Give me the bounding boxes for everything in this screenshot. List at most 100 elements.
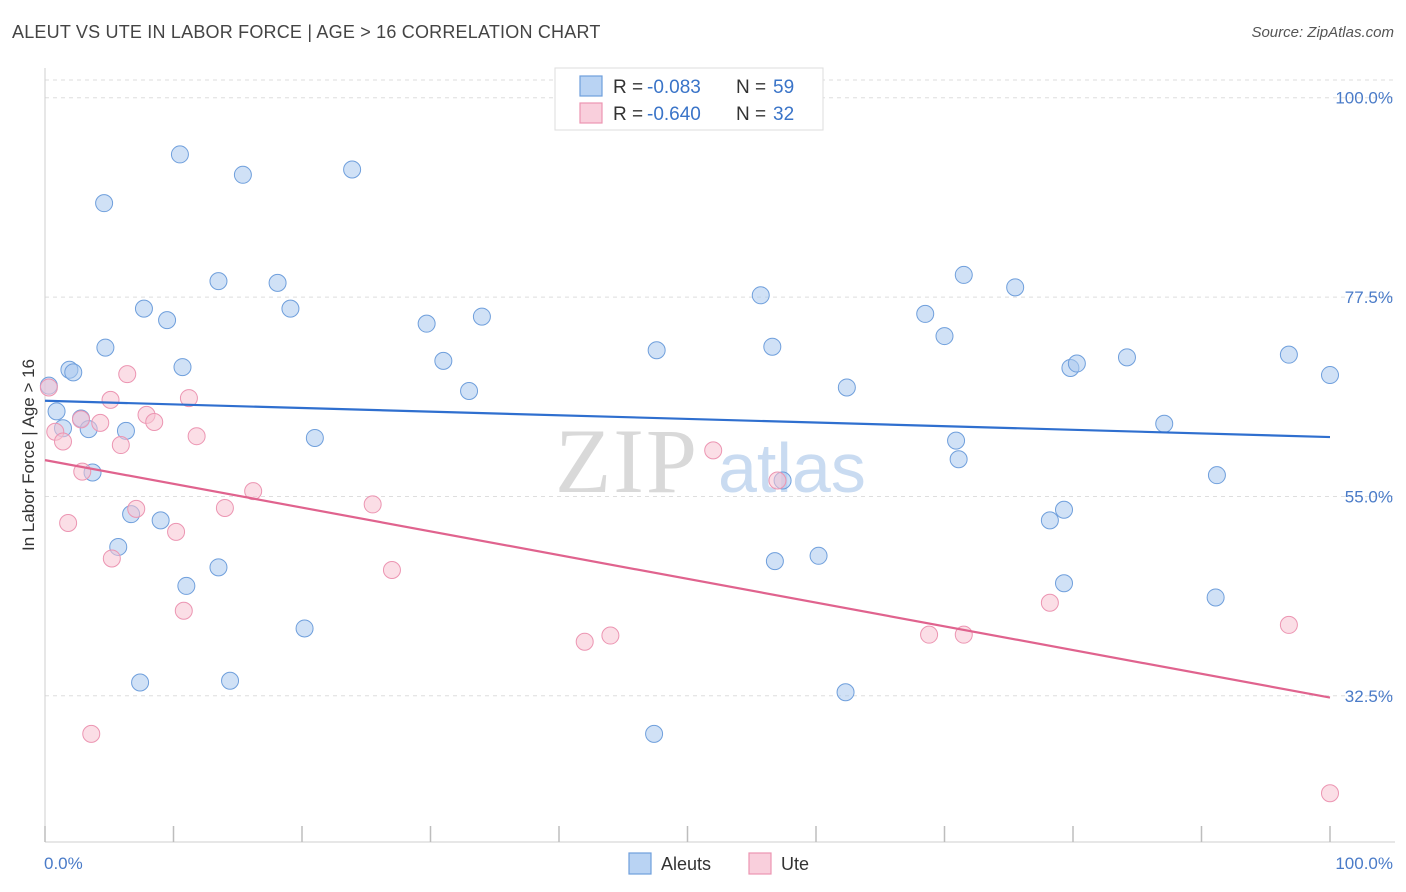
point-ute-31 bbox=[1321, 784, 1339, 803]
point-aleuts-55 bbox=[1206, 588, 1225, 607]
legend-label-ute: Ute bbox=[781, 854, 809, 874]
point-ute-8 bbox=[101, 390, 120, 409]
point-aleuts-28 bbox=[343, 160, 362, 179]
stats-swatch-ute bbox=[579, 102, 603, 124]
point-aleuts-21 bbox=[209, 272, 228, 291]
legend: Aleuts Ute bbox=[628, 852, 809, 875]
x-tick-label-start: 0.0% bbox=[44, 854, 83, 873]
point-ute-4 bbox=[71, 410, 90, 429]
trend-line-ute bbox=[44, 459, 1331, 699]
stats-n-value-ute: 32 bbox=[773, 104, 794, 125]
watermark: ZIP atlas bbox=[555, 410, 866, 512]
point-aleuts-50 bbox=[1055, 574, 1074, 593]
point-ute-6 bbox=[82, 724, 101, 743]
stats-r-value-aleuts: -0.083 bbox=[647, 77, 701, 98]
point-aleuts-53 bbox=[1117, 348, 1136, 367]
stats-n-label-aleuts: N = bbox=[736, 77, 766, 98]
x-tick-label-end: 100.0% bbox=[1335, 854, 1393, 873]
point-aleuts-19 bbox=[177, 576, 196, 595]
point-ute-25 bbox=[704, 441, 723, 460]
point-aleuts-44 bbox=[947, 431, 966, 450]
series-ute bbox=[39, 365, 1339, 803]
point-aleuts-1 bbox=[47, 402, 66, 421]
stats-r-value-ute: -0.640 bbox=[647, 104, 701, 125]
point-aleuts-46 bbox=[954, 265, 973, 284]
point-ute-26 bbox=[768, 471, 787, 490]
point-aleuts-33 bbox=[647, 341, 666, 360]
point-ute-18 bbox=[187, 427, 206, 446]
point-ute-29 bbox=[1040, 593, 1059, 612]
point-aleuts-54 bbox=[1155, 414, 1174, 433]
point-aleuts-17 bbox=[173, 358, 192, 377]
point-aleuts-14 bbox=[134, 299, 153, 318]
point-aleuts-16 bbox=[158, 311, 177, 330]
point-ute-2 bbox=[53, 432, 72, 451]
y-tick-label-2: 77.5% bbox=[1345, 288, 1393, 307]
data-points bbox=[39, 145, 1339, 803]
point-aleuts-47 bbox=[1006, 278, 1025, 297]
y-axis-label: In Labor Force | Age > 16 bbox=[19, 359, 38, 551]
point-aleuts-20 bbox=[209, 558, 228, 577]
point-aleuts-40 bbox=[836, 683, 855, 702]
point-aleuts-29 bbox=[417, 314, 436, 333]
point-ute-23 bbox=[575, 632, 594, 651]
legend-swatch-aleuts bbox=[628, 852, 652, 875]
point-ute-3 bbox=[59, 514, 78, 533]
stats-n-label-ute: N = bbox=[736, 104, 766, 125]
chart-title: ALEUT VS UTE IN LABOR FORCE | AGE > 16 C… bbox=[12, 22, 601, 42]
point-aleuts-42 bbox=[916, 304, 935, 323]
point-aleuts-36 bbox=[763, 337, 782, 356]
point-ute-11 bbox=[118, 365, 137, 384]
point-aleuts-8 bbox=[95, 194, 114, 213]
point-aleuts-58 bbox=[1321, 366, 1339, 385]
point-ute-30 bbox=[1279, 615, 1298, 634]
watermark-zip: ZIP bbox=[555, 410, 699, 512]
stats-swatch-aleuts bbox=[579, 75, 603, 97]
point-ute-24 bbox=[601, 626, 620, 645]
point-aleuts-18 bbox=[170, 145, 189, 164]
point-ute-22 bbox=[382, 560, 401, 579]
point-aleuts-4 bbox=[64, 363, 83, 382]
point-ute-27 bbox=[920, 625, 939, 644]
stats-r-label-ute: R = bbox=[613, 104, 643, 125]
point-ute-21 bbox=[363, 495, 382, 514]
point-ute-16 bbox=[174, 601, 193, 620]
point-aleuts-43 bbox=[935, 327, 954, 346]
point-ute-10 bbox=[111, 436, 130, 455]
stats-r-label-aleuts: R = bbox=[613, 77, 643, 98]
watermark-atlas: atlas bbox=[718, 429, 866, 507]
point-aleuts-57 bbox=[1279, 345, 1298, 364]
stats-box: R = -0.083 N = 59 R = -0.640 N = 32 bbox=[554, 67, 824, 131]
point-aleuts-41 bbox=[837, 378, 856, 397]
point-aleuts-27 bbox=[305, 428, 324, 447]
point-ute-19 bbox=[215, 498, 234, 517]
point-aleuts-32 bbox=[472, 307, 491, 326]
trend-line-aleuts bbox=[44, 399, 1331, 439]
y-tick-label-1: 55.0% bbox=[1345, 487, 1393, 506]
point-aleuts-49 bbox=[1067, 354, 1086, 373]
y-tick-label-0: 32.5% bbox=[1345, 687, 1393, 706]
point-aleuts-34 bbox=[645, 724, 664, 743]
point-aleuts-15 bbox=[151, 511, 170, 530]
point-aleuts-23 bbox=[233, 165, 252, 184]
point-aleuts-13 bbox=[131, 673, 150, 692]
point-ute-7 bbox=[91, 413, 110, 432]
legend-label-aleuts: Aleuts bbox=[661, 854, 711, 874]
point-ute-17 bbox=[179, 389, 198, 408]
point-aleuts-9 bbox=[96, 338, 115, 357]
point-ute-12 bbox=[127, 499, 146, 518]
point-ute-0 bbox=[39, 378, 58, 397]
point-aleuts-24 bbox=[268, 273, 287, 292]
point-aleuts-25 bbox=[281, 299, 300, 318]
axes bbox=[44, 68, 1395, 843]
point-aleuts-39 bbox=[809, 546, 828, 565]
point-ute-15 bbox=[167, 522, 186, 541]
source-credit: Source: ZipAtlas.com bbox=[1251, 24, 1394, 41]
point-aleuts-31 bbox=[460, 382, 479, 401]
point-aleuts-37 bbox=[765, 552, 784, 571]
point-aleuts-52 bbox=[1055, 500, 1074, 519]
trend-lines bbox=[44, 399, 1331, 699]
point-aleuts-22 bbox=[221, 671, 240, 690]
point-aleuts-35 bbox=[751, 286, 770, 305]
